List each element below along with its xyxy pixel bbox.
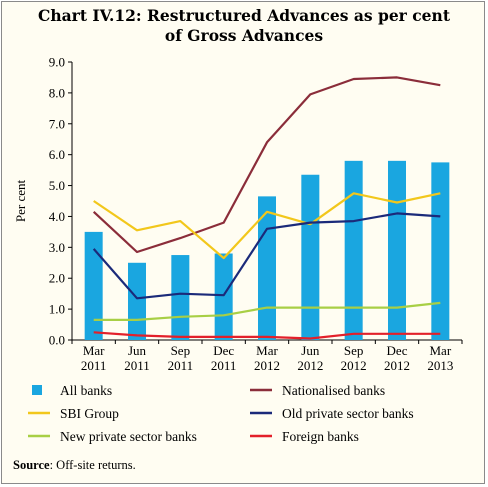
x-tick-label-year: 2012 — [297, 358, 323, 373]
bar-all-banks — [214, 253, 233, 340]
x-tick-label-month: Mar — [429, 343, 451, 358]
x-tick-label-month: Jun — [128, 343, 147, 358]
line-sbi-group — [93, 192, 441, 260]
x-tick-label-year: 2012 — [254, 358, 280, 373]
legend-label-foreign-banks: Foreign banks — [282, 429, 359, 444]
x-tick-label-month: Sep — [171, 343, 191, 358]
plot-area: 0.0 1.0 2.0 3.0 4.0 5.0 6.0 7.0 8.0 9.0 Per cent Ma… — [13, 55, 463, 373]
x-tick-label-year: 2012 — [384, 358, 410, 373]
bar-all-banks — [344, 160, 363, 340]
y-tick-label: 5.0 — [49, 178, 65, 193]
y-tick-label: 1.0 — [49, 302, 65, 317]
source-note: Source: Off-site returns. — [13, 458, 136, 473]
legend-label-all-banks: All banks — [60, 383, 112, 398]
line-foreign-banks — [93, 331, 441, 340]
x-tick-label-year: 2012 — [341, 358, 367, 373]
source-text: : Off-site returns. — [49, 458, 136, 472]
bar-all-banks — [388, 160, 406, 340]
x-tick-label-year: 2011 — [168, 358, 194, 373]
legend-label-sbi-group: SBI Group — [60, 406, 119, 421]
bar-all-banks — [84, 231, 103, 340]
y-tick-label: 0.0 — [49, 333, 65, 348]
bar-all-banks — [258, 196, 276, 340]
line-nationalised-banks — [92, 76, 441, 254]
legend-swatch-all-banks — [32, 385, 42, 395]
bar-all-banks — [301, 174, 320, 340]
chart-title: Chart IV.12: Restructured Advances as pe… — [0, 6, 488, 46]
chart-title-line1: Chart IV.12: Restructured Advances as pe… — [38, 6, 450, 25]
legend: All banks Nationalised banks SBI Group Old … — [28, 383, 414, 444]
x-tick-label-month: Dec — [213, 343, 234, 358]
y-tick-label: 6.0 — [49, 147, 65, 162]
legend-label-nationalised-banks: Nationalised banks — [282, 383, 385, 398]
x-tick-label-month: Dec — [387, 343, 408, 358]
source-label: Source — [13, 458, 50, 472]
bar-all-banks — [128, 262, 146, 340]
bar-all-banks — [431, 162, 450, 340]
x-tick-label-year: 2011 — [81, 358, 107, 373]
x-tick-label-month: Sep — [344, 343, 364, 358]
y-axis-label: Per cent — [13, 179, 28, 222]
y-tick-label: 4.0 — [49, 209, 65, 224]
y-tick-label: 8.0 — [49, 85, 65, 100]
chart-title-line2: of Gross Advances — [164, 26, 324, 45]
y-tick-label: 9.0 — [49, 55, 65, 70]
bar-all-banks — [171, 255, 190, 340]
x-tick-label-year: 2013 — [427, 358, 453, 373]
line-new-private-sector-banks — [93, 301, 441, 321]
x-tick-label-month: Mar — [256, 343, 278, 358]
legend-label-new-private-sector-banks: New private sector banks — [60, 429, 197, 444]
x-tick-label-year: 2011 — [124, 358, 150, 373]
x-tick-label-month: Jun — [301, 343, 320, 358]
y-tick-label: 2.0 — [49, 271, 65, 286]
x-tick-label-year: 2011 — [211, 358, 237, 373]
line-old-private-sector-banks — [92, 212, 441, 300]
x-tick-label-month: Mar — [83, 343, 105, 358]
y-tick-label: 7.0 — [49, 116, 65, 131]
y-tick-label: 3.0 — [49, 240, 65, 255]
legend-label-old-private-sector-banks: Old private sector banks — [282, 406, 414, 421]
